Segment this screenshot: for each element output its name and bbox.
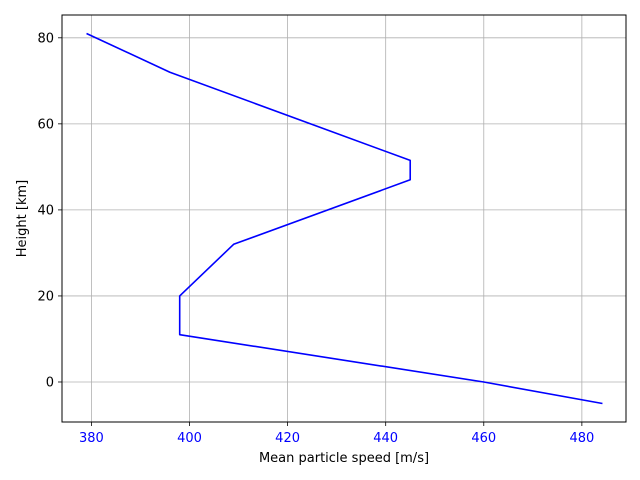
x-tick-label: 480 <box>569 431 594 446</box>
y-tick-label: 0 <box>46 375 54 390</box>
y-axis-label: Height [km] <box>15 180 30 257</box>
x-tick-label: 380 <box>79 431 104 446</box>
y-tick-label: 40 <box>37 203 54 218</box>
x-tick-label: 420 <box>275 431 300 446</box>
x-axis: 380 400 420 440 460 480 <box>79 422 594 446</box>
x-tick-label: 460 <box>471 431 496 446</box>
x-tick-label: 400 <box>177 431 202 446</box>
x-axis-label: Mean particle speed [m/s] <box>259 451 429 466</box>
y-tick-label: 20 <box>37 289 54 304</box>
grid <box>62 15 626 422</box>
series-layer <box>86 32 603 405</box>
y-axis: 0 20 40 60 80 <box>37 31 62 390</box>
plot-frame <box>61 14 627 423</box>
series-line-0 <box>86 32 603 405</box>
x-tick-label: 440 <box>373 431 398 446</box>
y-tick-label: 80 <box>37 31 54 46</box>
y-tick-label: 60 <box>37 117 54 132</box>
